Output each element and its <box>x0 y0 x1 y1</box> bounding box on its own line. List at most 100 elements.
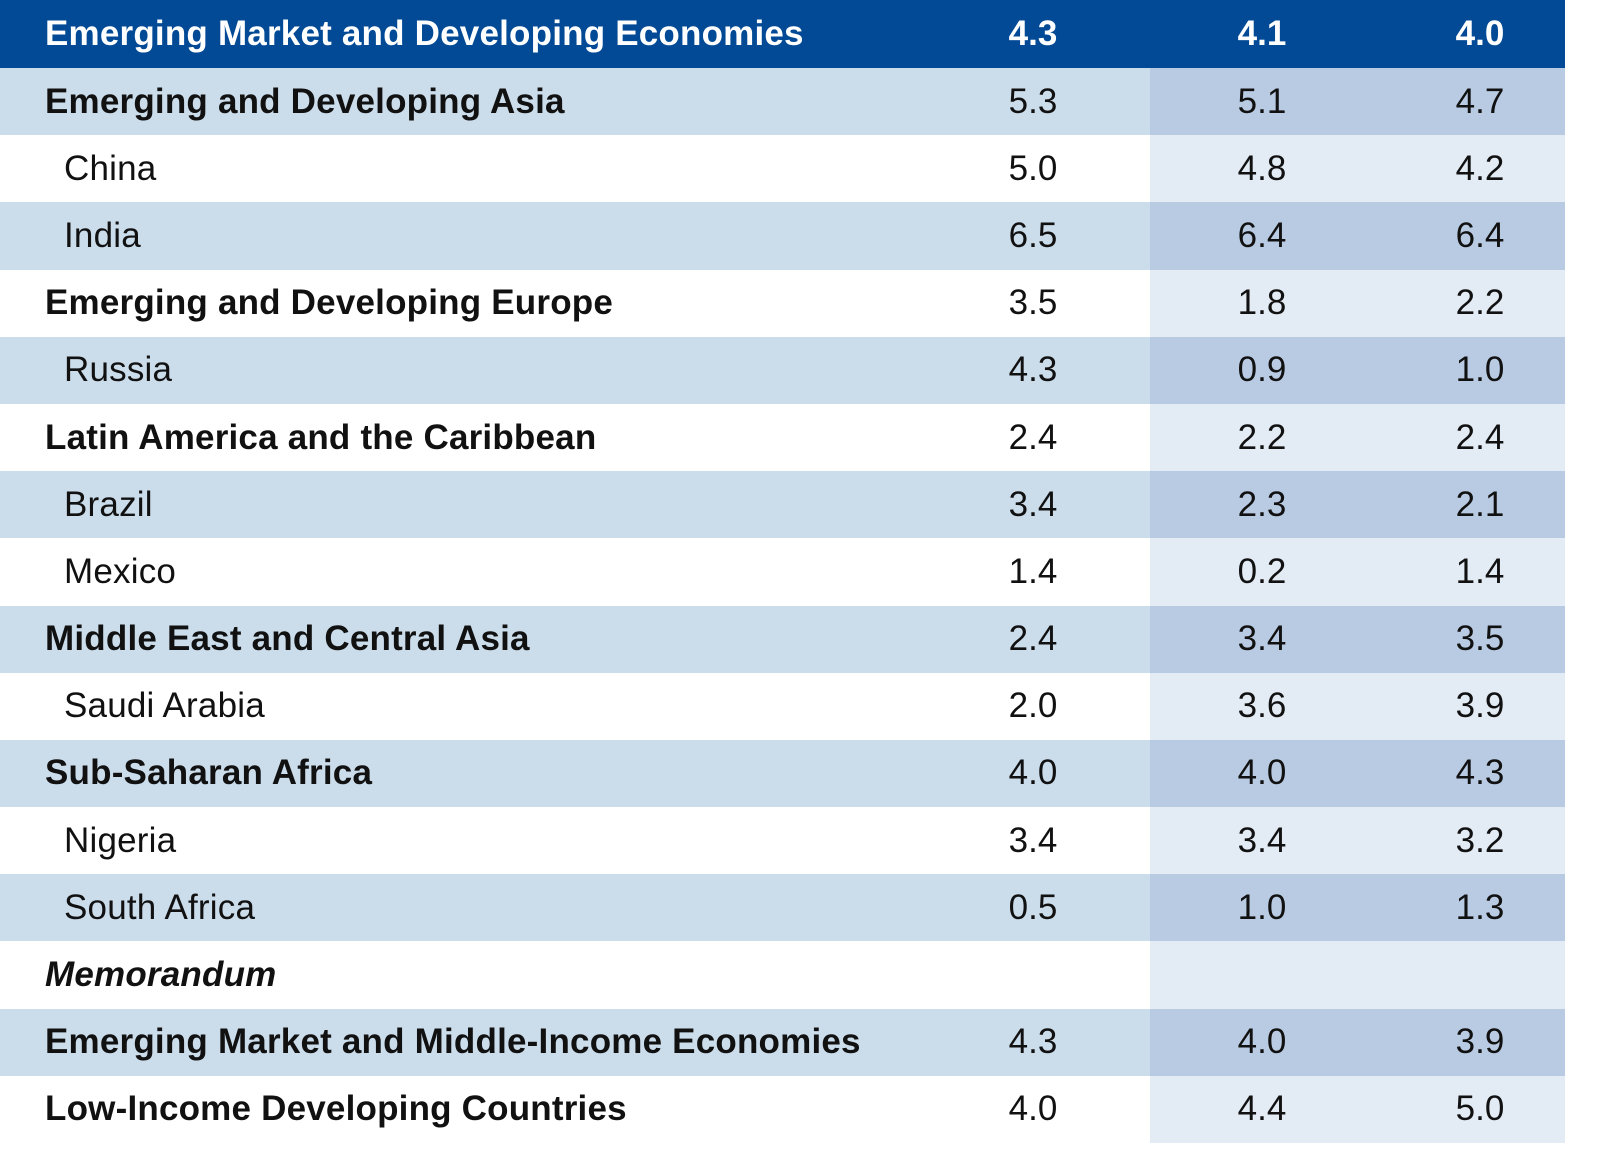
row-value-col3: 3.9 <box>1455 686 1505 726</box>
row-bg-right <box>1150 672 1565 740</box>
row-value-col1: 3.4 <box>1008 484 1058 524</box>
table-header-row: Emerging Market and Developing Economies… <box>0 0 1565 68</box>
table-row: Middle East and Central Asia 2.4 3.4 3.5 <box>0 605 1565 673</box>
row-label: Emerging and Developing Europe <box>45 283 614 323</box>
row-bg-right <box>1150 874 1565 942</box>
row-label: Latin America and the Caribbean <box>45 417 597 457</box>
row-value-col3: 3.5 <box>1455 619 1505 659</box>
row-bg-right <box>1150 605 1565 673</box>
row-bg-right <box>1150 538 1565 606</box>
row-label: Russia <box>64 350 173 390</box>
row-bg-right <box>1150 739 1565 808</box>
row-bg-left <box>0 403 1150 472</box>
row-value-col1: 6.5 <box>1008 215 1058 255</box>
row-label: India <box>64 215 141 255</box>
row-bg-left <box>0 538 1150 606</box>
table-row: Brazil 3.4 2.3 2.1 <box>0 471 1565 539</box>
row-value-col3: 3.9 <box>1455 1022 1505 1062</box>
row-value-col3: 2.2 <box>1455 283 1505 323</box>
table-body: Emerging and Developing Asia 5.3 5.1 4.7 Chi… <box>0 68 1565 1143</box>
memorandum-label: Memorandum <box>45 955 277 995</box>
header-value-col3: 4.0 <box>1455 14 1505 53</box>
row-value-col3: 4.7 <box>1455 81 1505 121</box>
row-value-col1: 4.3 <box>1008 350 1058 390</box>
row-value-col1: 2.0 <box>1008 686 1058 726</box>
row-bg-left <box>0 874 1150 942</box>
row-value-col3: 2.4 <box>1455 417 1505 457</box>
row-label: Saudi Arabia <box>64 686 265 726</box>
row-bg-left <box>0 739 1150 808</box>
row-label: Low-Income Developing Countries <box>45 1089 627 1129</box>
row-value-col1: 4.0 <box>1008 753 1058 793</box>
row-bg-right <box>1150 68 1565 136</box>
table-row: India 6.5 6.4 6.4 <box>0 202 1565 270</box>
row-value-col2: 6.4 <box>1237 215 1287 255</box>
row-value-col2: 4.0 <box>1237 1022 1287 1062</box>
table-row: Memorandum <box>0 941 1565 1009</box>
row-value-col1: 2.4 <box>1008 619 1058 659</box>
row-value-col3: 6.4 <box>1455 215 1505 255</box>
row-bg-left <box>0 471 1150 539</box>
row-value-col2: 5.1 <box>1237 81 1287 121</box>
table-row: Russia 4.3 0.9 1.0 <box>0 336 1565 404</box>
table-row: Low-Income Developing Countries 4.0 4.4 5.0 <box>0 1075 1565 1143</box>
row-label: China <box>64 148 157 188</box>
header-value-col2: 4.1 <box>1237 14 1287 53</box>
table-row: Nigeria 3.4 3.4 3.2 <box>0 807 1565 875</box>
row-value-col2: 2.2 <box>1237 417 1287 457</box>
row-bg-right <box>1150 941 1565 1009</box>
row-value-col1: 4.3 <box>1008 1022 1058 1062</box>
row-value-col2: 3.6 <box>1237 686 1287 726</box>
row-label: Middle East and Central Asia <box>45 619 530 659</box>
row-value-col3: 1.0 <box>1455 350 1505 390</box>
row-label: South Africa <box>64 887 256 927</box>
row-bg-left <box>0 605 1150 673</box>
row-value-col1: 3.4 <box>1008 820 1058 860</box>
row-value-col3: 1.3 <box>1455 887 1505 927</box>
row-value-col2: 0.2 <box>1237 551 1287 591</box>
table-row: Emerging Market and Middle-Income Econom… <box>0 1008 1565 1076</box>
row-bg-right <box>1150 1008 1565 1076</box>
row-bg-left <box>0 269 1150 337</box>
row-bg-right <box>1150 1075 1565 1143</box>
row-value-col2: 2.3 <box>1237 484 1287 524</box>
table-row: Mexico 1.4 0.2 1.4 <box>0 538 1565 606</box>
row-label: Brazil <box>64 484 153 524</box>
row-bg-left <box>0 941 1150 1009</box>
row-value-col1: 4.0 <box>1008 1089 1058 1129</box>
row-value-col3: 1.4 <box>1455 551 1505 591</box>
row-bg-left <box>0 807 1150 875</box>
row-bg-right <box>1150 135 1565 203</box>
row-value-col1: 0.5 <box>1008 887 1058 927</box>
row-value-col2: 4.8 <box>1237 148 1287 188</box>
row-bg-left <box>0 68 1150 136</box>
table-row: Saudi Arabia 2.0 3.6 3.9 <box>0 672 1565 740</box>
row-bg-right <box>1150 269 1565 337</box>
row-bg-right <box>1150 403 1565 472</box>
row-label: Mexico <box>64 551 177 591</box>
growth-projections-table: Emerging Market and Developing Economies… <box>0 0 1565 1143</box>
row-bg-left <box>0 672 1150 740</box>
row-bg-right <box>1150 0 1565 68</box>
row-value-col2: 3.4 <box>1237 820 1287 860</box>
row-value-col2: 1.8 <box>1237 283 1287 323</box>
row-bg-left <box>0 1075 1150 1143</box>
table-row: Emerging and Developing Europe 3.5 1.8 2.2 <box>0 269 1565 337</box>
row-bg-left <box>0 202 1150 270</box>
row-bg-right <box>1150 336 1565 404</box>
row-value-col3: 3.2 <box>1455 820 1505 860</box>
row-value-col2: 4.0 <box>1237 753 1287 793</box>
row-value-col1: 3.5 <box>1008 283 1058 323</box>
row-bg-right <box>1150 471 1565 539</box>
row-bg-right <box>1150 807 1565 875</box>
row-value-col3: 4.2 <box>1455 148 1505 188</box>
row-value-col3: 2.1 <box>1455 484 1505 524</box>
row-value-col3: 4.3 <box>1455 753 1505 793</box>
table-row: Sub-Saharan Africa 4.0 4.0 4.3 <box>0 739 1565 808</box>
table-row: China 5.0 4.8 4.2 <box>0 135 1565 203</box>
row-value-col2: 4.4 <box>1237 1089 1287 1129</box>
row-value-col1: 1.4 <box>1008 551 1058 591</box>
row-bg-left <box>0 135 1150 203</box>
table-row: South Africa 0.5 1.0 1.3 <box>0 874 1565 942</box>
row-bg-left <box>0 0 1150 68</box>
